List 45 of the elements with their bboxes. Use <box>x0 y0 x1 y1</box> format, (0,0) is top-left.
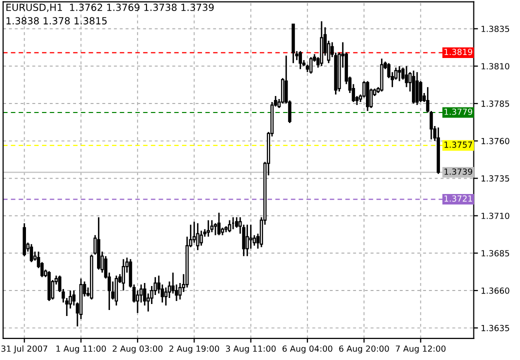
y-tick-label: 1.3660 <box>482 288 510 294</box>
candlestick <box>404 65 408 88</box>
y-tick-label: 1.3835 <box>482 26 510 32</box>
candlestick <box>366 80 370 112</box>
candlestick <box>214 222 218 236</box>
x-tick-label: 31 Jul 2007 <box>1 345 48 354</box>
candlestick <box>200 230 203 246</box>
ref-line-label: 1.3779 <box>444 108 472 115</box>
ref-line-label: 1.3739 <box>444 168 472 175</box>
text: 1.3838 1.378 1.3815 <box>6 17 107 24</box>
x-tick-label: 2 Aug 19:00 <box>169 345 220 354</box>
y-tick-label: 1.3710 <box>482 212 510 220</box>
ref-line-label: 1.3819 <box>444 48 472 56</box>
y-tick-label: 1.3760 <box>482 138 510 144</box>
candlestick <box>246 224 249 257</box>
y-tick-label: 1.3685 <box>482 250 510 256</box>
y-tick-label: 1.3635 <box>482 324 510 332</box>
candlestick <box>30 243 34 263</box>
candlestick <box>235 216 238 228</box>
candlestick <box>206 220 210 238</box>
ref-line-label: 1.3757 <box>444 142 472 148</box>
candlestick <box>192 221 196 244</box>
candlestick <box>228 220 232 233</box>
y-tick-label: 1.3735 <box>482 175 510 182</box>
candlestick <box>398 65 402 82</box>
candlestick <box>419 80 422 103</box>
chart-title: EURUSD,H1 1.3762 1.3769 1.3738 1.3739 <box>6 4 214 12</box>
candlestick <box>415 71 419 106</box>
x-tick-label: 1 Aug 11:00 <box>56 345 106 354</box>
x-tick-label: 3 Aug 11:00 <box>226 345 276 354</box>
x-tick-label: 2 Aug 03:00 <box>112 345 162 354</box>
x-tick-label: 7 Aug 12:00 <box>396 345 446 354</box>
y-tick-label: 1.3810 <box>482 63 510 70</box>
ref-line-label: 1.3721 <box>444 195 472 202</box>
candlestick <box>196 222 200 251</box>
candlestick <box>298 50 302 70</box>
x-tick-label: 6 Aug 04:00 <box>282 345 332 354</box>
y-tick-label: 1.3785 <box>482 100 510 107</box>
x-tick-label: 6 Aug 20:00 <box>339 345 389 354</box>
candlestick <box>114 274 118 306</box>
candlestick <box>249 224 252 250</box>
candlestick <box>217 212 221 236</box>
candlestick <box>122 258 126 292</box>
candlestick <box>309 56 313 74</box>
candlestick <box>210 220 214 233</box>
